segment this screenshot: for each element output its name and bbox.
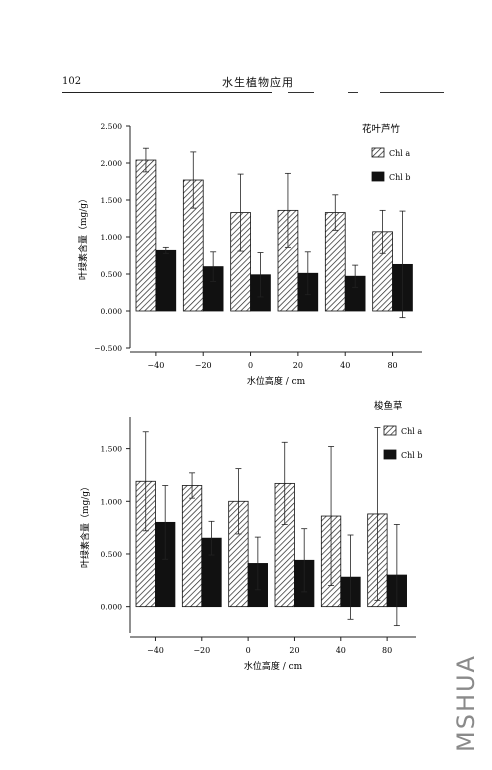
bar-chl-a [181,485,203,608]
legend-swatch [383,449,397,460]
header-rule-fragment [288,92,314,93]
page-number: 102 [62,76,82,87]
legend-label: Chl b [401,451,423,460]
chart-suo-yu-cao: 1.500 1.000 0.500 0.000 −40 −20 0 20 40 80 水位高度 / … [79,400,423,672]
x-axis-label: 水位高度 / cm [244,660,303,672]
bar-chl-b [155,249,177,312]
page-header: 102 水生植物应用 [0,0,492,100]
x-tick-label: −40 [147,646,164,655]
legend-label: Chl b [389,173,411,182]
x-tick-label: 40 [336,646,346,655]
x-tick-label: 80 [387,361,397,370]
x-axis-label: 水位高度 / cm [247,375,306,387]
x-tick-label: −20 [193,646,210,655]
chart-title: 梭鱼草 [374,400,403,412]
y-tick-label: 1.000 [101,497,123,506]
x-tick-label: −20 [195,361,212,370]
y-axis-label: 叶绿素含量（mg/g） [77,194,89,280]
watermark-text: MSHUA [452,654,480,752]
x-tick-label: 20 [293,361,303,370]
chart-hua-ye-lu-zhu: 2.500 2.000 1.500 1.000 0.500 0.000 −0.500 −40 −… [77,122,422,387]
y-tick-label: 1.500 [101,445,123,454]
legend-swatch [371,171,385,182]
y-tick-label: 0.500 [101,270,123,279]
chart-title: 花叶芦竹 [362,123,401,135]
x-tick-label: −40 [147,361,164,370]
y-tick-label: 1.000 [101,233,123,242]
y-tick-label: 0.500 [101,550,123,559]
running-title: 水生植物应用 [222,76,294,89]
y-tick-label: 0.000 [101,307,123,316]
x-tick-label: 40 [340,361,350,370]
y-tick-label: 2.000 [101,159,123,168]
bar-chl-a [135,159,157,312]
legend-swatch [383,425,397,436]
header-rule [62,92,272,93]
legend-label: Chl a [389,149,410,158]
header-rule-fragment [348,92,358,93]
x-tick-label: 0 [246,646,251,655]
y-tick-label: 1.500 [101,196,123,205]
legend-swatch [371,147,385,158]
legend-label: Chl a [401,427,422,436]
y-tick-label: 2.500 [101,122,123,131]
y-axis-label: 叶绿素含量（mg/g） [79,482,91,568]
x-tick-label: 0 [248,361,253,370]
y-tick-label: −0.500 [94,344,122,353]
x-tick-label: 20 [289,646,299,655]
y-tick-label: 0.000 [101,603,123,612]
x-tick-label: 80 [382,646,392,655]
header-rule-fragment [380,92,444,93]
